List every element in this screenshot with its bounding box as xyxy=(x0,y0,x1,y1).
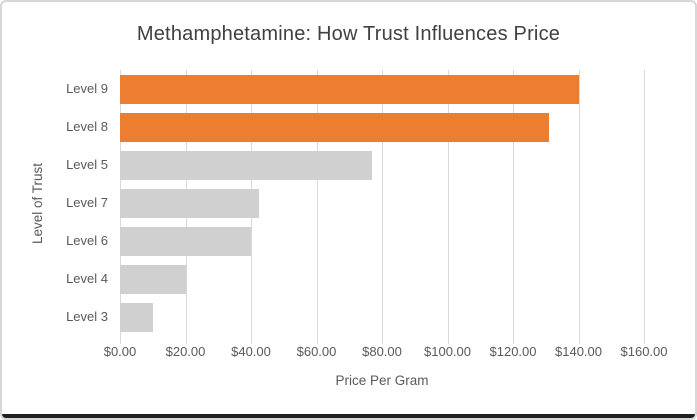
gridline xyxy=(447,70,449,336)
x-axis-tick-label: $100.00 xyxy=(424,344,471,359)
x-axis-tick-mark xyxy=(251,336,252,344)
x-axis-tick-label: $0.00 xyxy=(103,344,137,359)
y-axis-tick-label: Level 9 xyxy=(66,81,108,96)
y-axis-tick-labels: Level 9 Level 8 Level 5 Level 7 Level 6 Level… xyxy=(2,70,108,336)
x-axis-tick-mark xyxy=(120,336,121,344)
x-axis-tick-label: $140.00 xyxy=(555,344,602,359)
bar-level-8 xyxy=(120,112,550,142)
x-axis-tick-label: $120.00 xyxy=(489,344,537,359)
y-axis-tick-label: Level 7 xyxy=(66,195,108,210)
y-axis-tick-label: Level 8 xyxy=(66,119,108,134)
window-bottom-edge xyxy=(2,414,695,418)
x-axis-tick-labels: $0.00 $20.00 $40.00 $60.00 $80.00 $100.00 $120… xyxy=(104,344,668,362)
x-axis-tick-mark xyxy=(644,336,645,344)
bar-level-5 xyxy=(120,150,373,180)
plot-area xyxy=(120,70,645,344)
x-axis-title: Price Per Gram xyxy=(335,373,429,388)
x-axis-tick-mark xyxy=(185,336,187,344)
x-axis-tick-mark xyxy=(578,336,580,344)
x-axis-tick-label: $20.00 xyxy=(165,344,206,359)
gridline xyxy=(644,70,645,336)
x-axis-tick-label: $60.00 xyxy=(296,344,337,359)
gridline xyxy=(513,70,514,336)
x-axis-tick-mark xyxy=(382,336,383,344)
x-axis-tick-label: $160.00 xyxy=(620,344,668,359)
bar-level-7 xyxy=(120,188,260,218)
x-axis-tick-label: $40.00 xyxy=(231,344,271,359)
bar-level-9 xyxy=(120,74,579,104)
gridline xyxy=(578,70,580,336)
x-axis-tick-mark xyxy=(513,336,514,344)
x-axis-tick-label: $80.00 xyxy=(362,344,402,359)
x-axis-tick-mark xyxy=(316,336,318,344)
y-axis-tick-label: Level 4 xyxy=(66,271,108,286)
bar-level-3 xyxy=(120,302,153,332)
y-axis-tick-label: Level 3 xyxy=(66,309,108,324)
chart-title: Methamphetamine: How Trust Influences Pr… xyxy=(136,23,561,45)
bar-level-6 xyxy=(120,226,251,256)
bar-level-4 xyxy=(120,264,186,294)
y-axis-tick-label: Level 6 xyxy=(66,233,108,248)
gridline xyxy=(382,70,383,336)
gridline xyxy=(316,70,318,336)
y-axis-tick-label: Level 5 xyxy=(66,157,108,172)
x-axis-tick-mark xyxy=(447,336,449,344)
